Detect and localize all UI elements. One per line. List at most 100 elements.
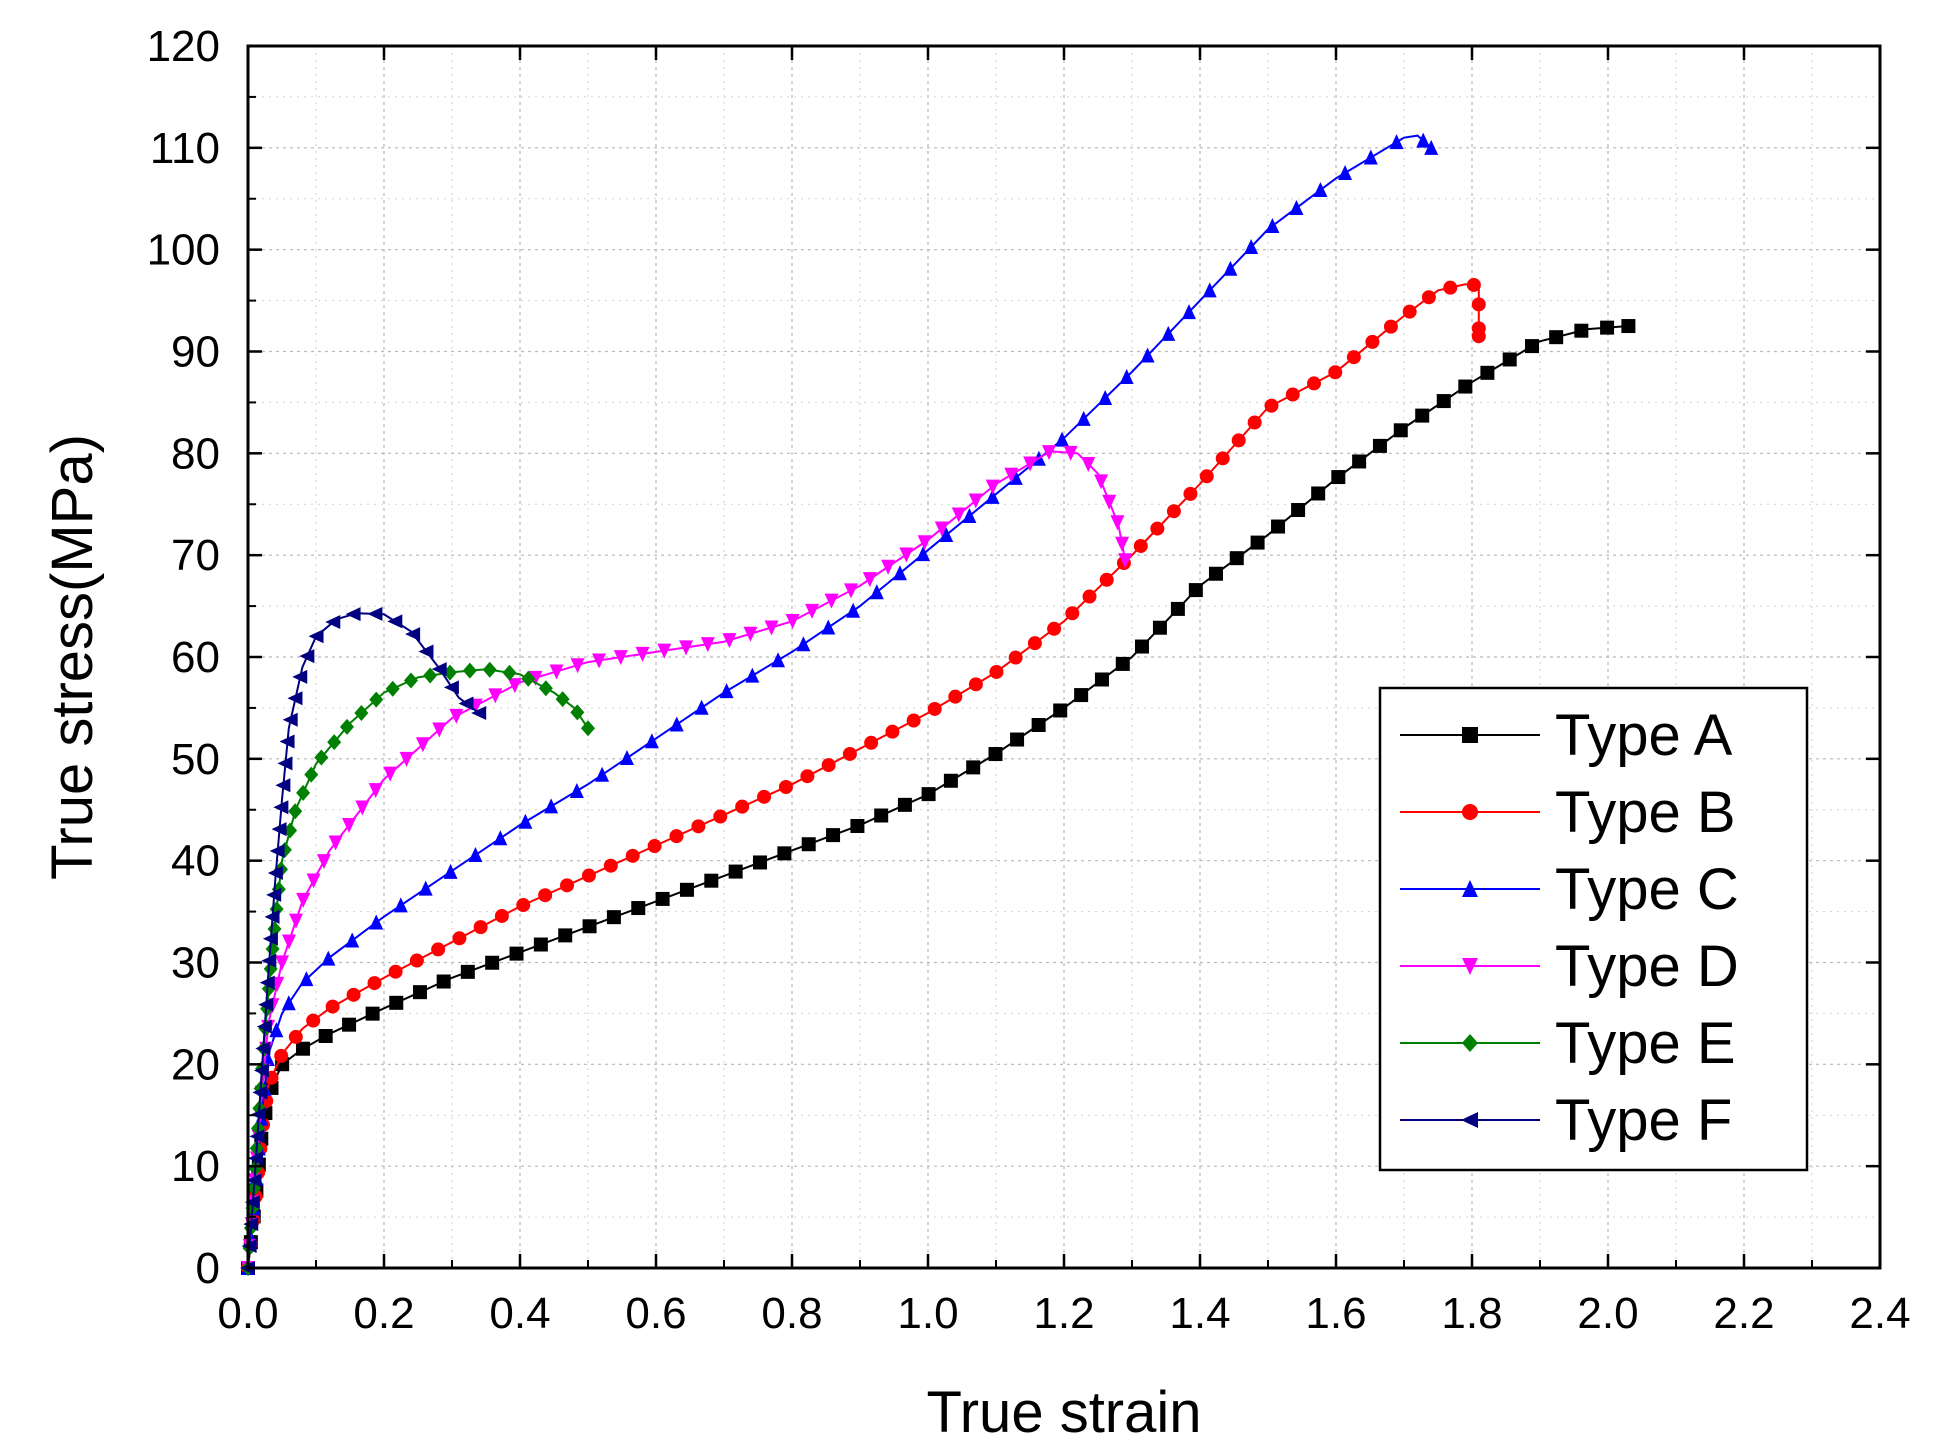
data-point [570,704,585,721]
data-point [1443,280,1458,295]
data-point [962,507,977,523]
data-point [1008,469,1023,485]
data-point [1549,330,1564,345]
data-point [1115,656,1130,671]
data-point [570,658,585,674]
data-point [325,999,340,1014]
data-point [1027,636,1042,651]
data-point [246,1173,262,1188]
data-point [345,607,361,622]
data-point [892,565,907,581]
data-point [1313,182,1328,198]
data-point [881,559,896,575]
data-point [443,863,458,879]
data-point [764,620,779,636]
data-point [1352,454,1367,469]
y-tick-label: 20 [171,1040,220,1089]
data-point [757,789,772,804]
data-point [1202,282,1217,298]
data-point [1223,260,1238,276]
data-point [1094,474,1109,490]
x-axis-title: True strain [926,1380,1201,1445]
data-point [1082,589,1097,604]
data-point [267,865,283,880]
data-point [619,750,634,766]
data-point [713,809,728,824]
data-point [346,987,361,1002]
data-point [1289,200,1304,216]
data-point [906,713,921,728]
data-point [449,708,464,724]
data-point [403,672,418,689]
data-point [669,716,684,732]
data-point [560,878,575,893]
data-point [719,683,734,699]
legend-item: Type B [1400,780,1736,845]
data-point [389,995,404,1010]
data-point [283,822,298,839]
data-point [805,603,820,619]
data-point [777,846,792,861]
data-point [296,1041,311,1056]
data-point [1161,325,1176,341]
data-point [679,882,694,897]
legend-label: Type E [1555,1011,1736,1076]
data-point [1424,139,1439,155]
data-point [243,1217,259,1232]
data-point [635,646,650,662]
data-point [603,858,618,873]
data-point [521,670,536,687]
x-tick-label: 0.4 [489,1289,550,1338]
data-point [328,835,343,851]
data-point [1094,672,1109,687]
data-point [1055,431,1070,447]
data-point [423,667,438,684]
data-point [555,691,570,708]
data-point [1042,445,1057,461]
data-point [1338,164,1353,180]
data-point [533,937,548,952]
series-type-c [241,132,1439,1275]
data-point [1346,350,1361,365]
data-point [1140,347,1155,363]
data-point [462,662,477,679]
x-tick-label: 1.4 [1169,1289,1230,1338]
data-point [1466,277,1481,292]
data-point [339,718,354,735]
data-point [387,614,403,629]
legend-label: Type D [1555,934,1739,999]
data-point [796,636,811,652]
data-point [1480,365,1495,380]
data-point [367,976,382,991]
data-point [292,669,308,684]
data-point [244,1195,260,1210]
x-tick-label: 2.0 [1577,1289,1638,1338]
data-point [885,724,900,739]
y-tick-label: 30 [171,939,220,988]
data-point [569,782,584,798]
legend-item: Type F [1400,1088,1732,1153]
data-point [1285,387,1300,402]
data-point [549,664,564,680]
data-point [473,920,488,935]
data-point [985,479,1000,495]
y-tick-label: 120 [147,22,220,71]
data-point [1215,451,1230,466]
data-point [1621,319,1636,334]
data-point [1231,433,1246,448]
data-point [943,773,958,788]
x-tick-label: 0.2 [353,1289,414,1338]
data-point [314,749,329,766]
data-point [367,606,383,621]
x-tick-label: 0.6 [625,1289,686,1338]
data-point [592,653,607,669]
data-point [325,614,341,629]
data-point [968,677,983,692]
data-point [306,873,321,889]
data-point [266,887,282,902]
data-point [826,828,841,843]
data-point [1502,352,1517,367]
data-point [369,691,384,708]
data-point [1076,410,1091,426]
